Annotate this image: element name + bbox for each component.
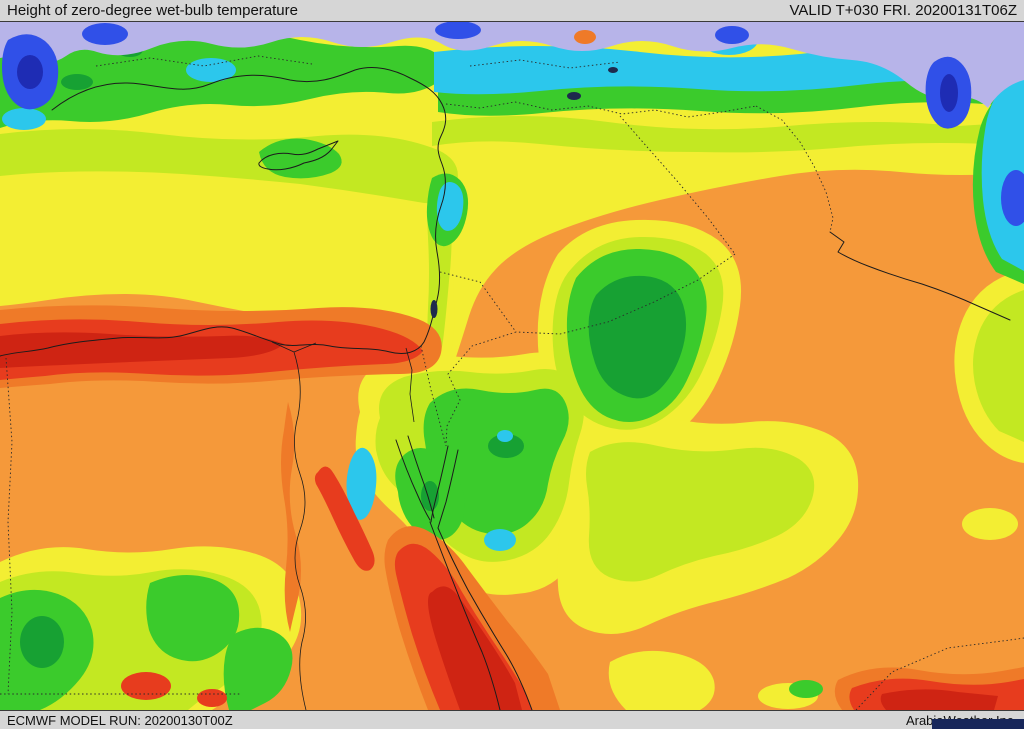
valid-time-label: VALID T+030 FRI. 20200131T06Z <box>789 2 1018 19</box>
contour-green-bottom-spot <box>789 680 823 698</box>
border-egypt-israel <box>420 345 447 447</box>
contour-cyan-aegean-spot <box>2 108 46 130</box>
border-turkey-north-2 <box>469 59 621 69</box>
contour-cyan-jordan-spot <box>497 430 513 442</box>
lake-anatolia-2 <box>608 67 618 73</box>
contour-darkred-bottomright-core <box>880 689 998 710</box>
contour-blue-right-edge <box>1001 170 1024 226</box>
contour-cyan-midian-spot <box>484 529 516 551</box>
lake-anatolia-1 <box>567 92 581 100</box>
dead-sea <box>430 300 438 318</box>
contour-darkred-egypt-core <box>0 332 284 368</box>
gulf-suez-west-shore <box>395 439 431 521</box>
footer-bar: ECMWF MODEL RUN: 20200130T00Z ArabiaWeat… <box>0 710 1024 729</box>
header-bar: Height of zero-degree wet-bulb temperatu… <box>0 0 1024 22</box>
contour-dg-jordan <box>488 434 524 458</box>
contour-red-bottomleft-1 <box>121 672 171 700</box>
contour-cyan-lebanon <box>436 182 464 231</box>
gulf-suez-east-shore <box>407 435 435 519</box>
page-title: Height of zero-degree wet-bulb temperatu… <box>7 2 298 19</box>
border-syria-jordan <box>439 271 517 333</box>
border-iraq-saudi <box>515 253 736 335</box>
contour-yg-right-edge <box>973 290 1024 442</box>
contour-yellow-bottom-center <box>608 650 715 710</box>
country-borders <box>0 55 1024 710</box>
border-turkey-syria <box>445 101 757 118</box>
model-run-label: ECMWF MODEL RUN: 20200130T00Z <box>7 712 233 728</box>
contour-yellow-right-spot <box>962 508 1018 540</box>
coastline-mediterranean <box>0 67 447 357</box>
persian-gulf-coast <box>829 231 1011 321</box>
nile-delta-east-arm <box>293 342 317 353</box>
redsea-east-coast <box>437 527 533 710</box>
contour-dg-turkey-1 <box>61 74 93 90</box>
contour-yg-saudi <box>586 442 815 582</box>
weather-map <box>0 22 1024 710</box>
border-saudi-southeast <box>855 637 1024 710</box>
arabiaweather-logo <box>932 719 1024 729</box>
contour-deepblue-caucasus-core <box>940 74 958 112</box>
nile-river <box>293 351 307 710</box>
contour-blue-layer <box>2 22 1024 226</box>
contour-red-suez-streak <box>314 466 375 571</box>
contour-cyan-turkey-spot <box>186 58 236 82</box>
contour-red-bottomleft-2 <box>197 689 227 707</box>
suez-canal-line <box>405 347 415 423</box>
contour-deepblue-aegean-core <box>17 55 43 89</box>
contour-green-cyprus <box>259 138 342 179</box>
gulf-aqaba-east-shore <box>437 449 459 529</box>
contour-blue-taurus-spot <box>435 22 481 39</box>
gulf-aqaba-west-shore <box>430 445 449 523</box>
coastline-cyprus <box>258 140 339 171</box>
contour-darkred-redsea-core <box>428 586 522 710</box>
contour-deeporange-nile-streak <box>281 402 301 632</box>
border-jordan-saudi <box>445 331 517 447</box>
contour-green-bottomleft-3 <box>223 627 293 710</box>
contour-dg-bottomleft <box>20 616 64 668</box>
redsea-west-coast <box>429 521 501 710</box>
contour-yg-northwest <box>0 129 458 204</box>
nile-delta-west-arm <box>271 341 295 353</box>
contour-warm-layer <box>0 30 1024 710</box>
contour-blue-northeast-spot <box>715 26 749 44</box>
contour-cyan-sinai-west <box>346 447 377 520</box>
contour-warm-north-spot <box>574 30 596 44</box>
map-canvas <box>0 22 1024 710</box>
contour-blue-northwest-spot <box>82 23 128 45</box>
arabiaweather-logo-bar <box>932 719 1024 729</box>
border-turkey-iraq-iran <box>755 105 834 233</box>
contour-green-bottomleft-2 <box>146 574 240 662</box>
contour-yg-north-strip <box>432 116 1024 153</box>
contour-lavender-band <box>0 22 1024 108</box>
geo-lines <box>0 67 1011 710</box>
contour-dg-center-core <box>588 275 687 399</box>
border-egypt-libya <box>5 357 13 695</box>
